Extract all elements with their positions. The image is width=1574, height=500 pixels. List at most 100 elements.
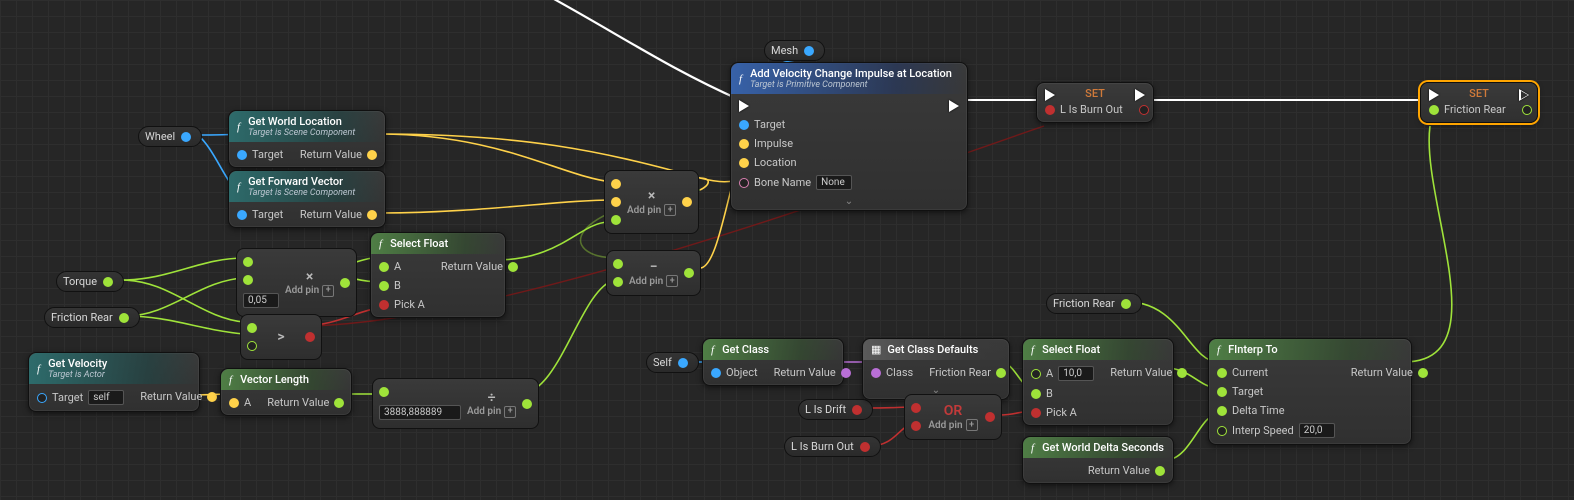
pin-out-float[interactable] [119,313,129,323]
pin-out-float[interactable] [684,268,694,278]
literal-value[interactable]: 0,05 [243,293,279,308]
literal-value[interactable]: None [816,175,852,190]
pin-out-float[interactable] [1522,105,1532,115]
pin-out-float[interactable] [1155,466,1165,476]
pin-in-float[interactable] [1217,426,1227,436]
pin-out-float[interactable] [103,277,113,287]
node-subtract[interactable]: − Add pin+ [606,250,701,296]
pin-out-bool[interactable] [852,405,862,415]
pin-out-float[interactable] [334,398,344,408]
pin-out-vector[interactable] [367,210,377,220]
var-pill-l-is-burn-out[interactable]: L Is Burn Out [784,436,881,457]
node-get-class-defaults[interactable]: ▦ Get Class Defaults Class Friction Rear… [862,338,1010,400]
pin-out-object[interactable] [181,132,191,142]
node-multiply[interactable]: 0,05 × Add pin+ [236,248,357,317]
pin-in-float[interactable] [611,215,621,225]
pin-in-float[interactable] [247,323,257,333]
pin-in-float[interactable] [1217,387,1227,397]
pin-exec-in[interactable] [1429,89,1439,101]
pin-out-float[interactable] [996,368,1006,378]
pin-in-float[interactable] [613,277,623,287]
pin-in-bool[interactable] [1045,105,1055,115]
pin-exec-in[interactable] [1045,89,1055,101]
pin-in-float[interactable] [243,257,253,267]
pin-out-vector[interactable] [682,197,692,207]
pin-exec-out[interactable] [949,100,959,112]
pin-in-object[interactable] [739,120,749,130]
var-pill-friction-rear-a[interactable]: Friction Rear [44,307,140,328]
node-set-1[interactable]: SET L Is Burn Out [1036,82,1154,123]
pin-out-float[interactable] [508,262,518,272]
node-get-class[interactable]: fGet Class Object Return Value [702,338,844,386]
var-pill-friction-rear-b[interactable]: Friction Rear [1046,293,1142,314]
pin-in-bool[interactable] [1031,408,1041,418]
pin-in-class[interactable] [871,368,881,378]
pin-in-float[interactable] [1217,368,1227,378]
pin-in-vector[interactable] [611,197,621,207]
pin-in-vector[interactable] [739,158,749,168]
pin-in-object[interactable] [237,150,247,160]
pin-out-object[interactable] [804,46,814,56]
pin-in-float[interactable] [379,262,389,272]
add-pin[interactable]: Add pin+ [928,419,977,431]
pin-out-object[interactable] [678,358,688,368]
pin-exec-in[interactable] [739,100,749,112]
pin-in-float[interactable] [1429,105,1439,115]
pin-out-float[interactable] [340,278,350,288]
expand-icon[interactable]: ⌄ [731,196,967,210]
add-pin[interactable]: Add pin+ [629,275,678,287]
node-set-2[interactable]: SET Friction Rear [1420,82,1538,123]
node-delta-seconds[interactable]: fGet World Delta Seconds Return Value [1022,436,1174,484]
node-divide[interactable]: 3888,888889 ÷ Add pin+ [372,378,539,429]
var-pill-self[interactable]: Self [646,352,699,373]
pin-exec-out[interactable] [1135,89,1145,101]
pin-in-float[interactable] [379,281,389,291]
pin-in-float[interactable] [379,387,389,397]
pin-in-vector[interactable] [611,179,621,189]
pin-in-float[interactable] [1031,369,1041,379]
pin-out-float[interactable] [1121,299,1131,309]
pin-in-vector[interactable] [739,139,749,149]
node-greater[interactable]: > [240,314,322,360]
pin-out-class[interactable] [841,368,851,378]
pin-out-bool[interactable] [1139,105,1149,115]
node-get-world-location[interactable]: f Get World Location Target is Scene Com… [228,110,386,168]
node-or[interactable]: OR Add pin+ [904,394,1002,440]
pin-out-bool[interactable] [305,332,315,342]
add-pin[interactable]: Add pin+ [285,285,334,297]
pin-in-float[interactable] [1031,389,1041,399]
pin-out-float[interactable] [1418,368,1428,378]
pin-exec-out[interactable] [1519,89,1529,101]
literal-value[interactable]: 20,0 [1299,423,1335,438]
pin-out-vector[interactable] [207,392,217,402]
pin-in-bool[interactable] [379,300,389,310]
pin-out-bool[interactable] [985,412,995,422]
pin-in-bool[interactable] [911,403,921,413]
node-add-impulse[interactable]: f Add Velocity Change Impulse at Locatio… [730,62,968,211]
node-get-forward-vector[interactable]: f Get Forward Vector Target is Scene Com… [228,170,386,228]
pin-in-object[interactable] [37,393,47,403]
var-pill-torque[interactable]: Torque [56,271,124,292]
node-vector-length[interactable]: fVector Length A Return Value [220,368,352,416]
pin-in-name[interactable] [739,178,749,188]
add-pin[interactable]: Add pin+ [627,204,676,216]
add-pin[interactable]: Add pin+ [467,406,516,418]
node-select-float-b[interactable]: fSelect Float A10,0 B Pick A Return Valu… [1022,338,1174,426]
pin-out-float[interactable] [522,399,532,409]
var-pill-wheel[interactable]: Wheel [138,126,202,147]
literal-value[interactable]: 3888,888889 [379,405,461,420]
var-pill-mesh[interactable]: Mesh [764,40,825,61]
literal-value[interactable]: 10,0 [1058,366,1094,381]
pin-in-float[interactable] [243,275,253,285]
pin-in-object[interactable] [711,368,721,378]
pin-in-object[interactable] [237,210,247,220]
node-get-velocity[interactable]: f Get Velocity Target is Actor Targetsel… [28,352,200,412]
node-select-float-a[interactable]: fSelect Float A B Pick A Return Value [370,232,506,318]
pin-out-bool[interactable] [860,442,870,452]
pin-in-float[interactable] [613,259,623,269]
node-multiply-2[interactable]: × Add pin+ [604,170,699,234]
pin-out-vector[interactable] [367,150,377,160]
pin-in-bool[interactable] [911,421,921,431]
pin-in-vector[interactable] [229,398,239,408]
pin-out-float[interactable] [1177,368,1187,378]
